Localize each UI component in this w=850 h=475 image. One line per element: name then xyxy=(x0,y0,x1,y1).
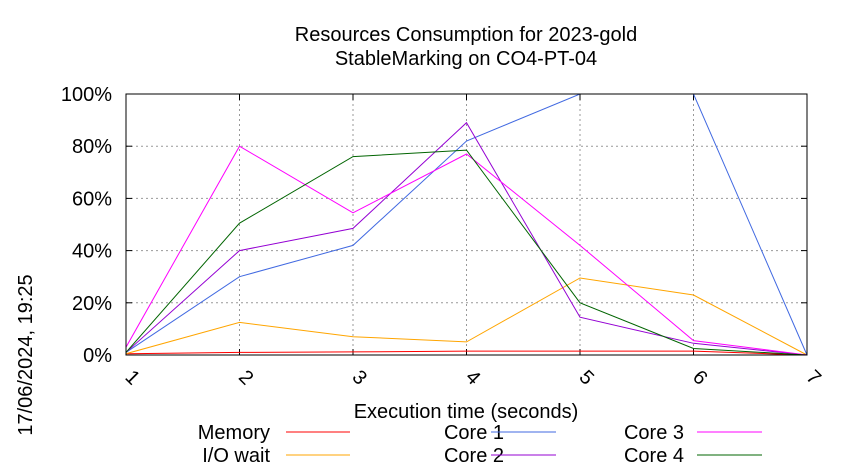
legend-label-core-2: Core 2 xyxy=(444,445,504,467)
legend-label-core-4: Core 4 xyxy=(624,445,684,467)
y-axis-ticks: 0% 20% 40% 60% 80% 100% xyxy=(61,84,807,367)
series-lines xyxy=(125,93,808,356)
chart-title-line2: StableMarking on CO4-PT-04 xyxy=(335,48,597,70)
x-tick-label: 1 xyxy=(121,366,144,389)
chart-title-line1: Resources Consumption for 2023-gold xyxy=(295,24,637,46)
legend-label-memory: Memory xyxy=(198,422,270,444)
y-tick-label: 80% xyxy=(72,136,112,158)
grid-lines xyxy=(126,94,807,355)
x-tick-label: 2 xyxy=(234,366,257,389)
timestamp-label: 17/06/2024, 19:25 xyxy=(15,274,37,435)
y-tick-label: 20% xyxy=(72,293,112,315)
plot-frame xyxy=(125,93,808,356)
legend-label-core-1: Core 1 xyxy=(444,422,504,444)
series-line-core-2 xyxy=(125,121,808,356)
y-tick-label: 0% xyxy=(83,345,112,367)
x-tick-label: 4 xyxy=(461,366,484,389)
legend-label-i-o-wait: I/O wait xyxy=(202,445,270,467)
series-line-core-3 xyxy=(125,145,808,356)
x-tick-label: 6 xyxy=(688,366,711,389)
y-tick-label: 60% xyxy=(72,188,112,210)
y-tick-label: 40% xyxy=(72,241,112,263)
series-line-i-o-wait xyxy=(125,277,808,356)
series-line-core-4 xyxy=(125,149,808,356)
x-tick-label: 5 xyxy=(575,366,598,389)
legend-label-core-3: Core 3 xyxy=(624,422,684,444)
x-axis-label: Execution time (seconds) xyxy=(354,401,579,423)
y-tick-label: 100% xyxy=(61,84,112,106)
x-tick-label: 7 xyxy=(802,366,825,389)
x-tick-label: 3 xyxy=(348,366,371,389)
series-line-memory xyxy=(125,350,808,356)
